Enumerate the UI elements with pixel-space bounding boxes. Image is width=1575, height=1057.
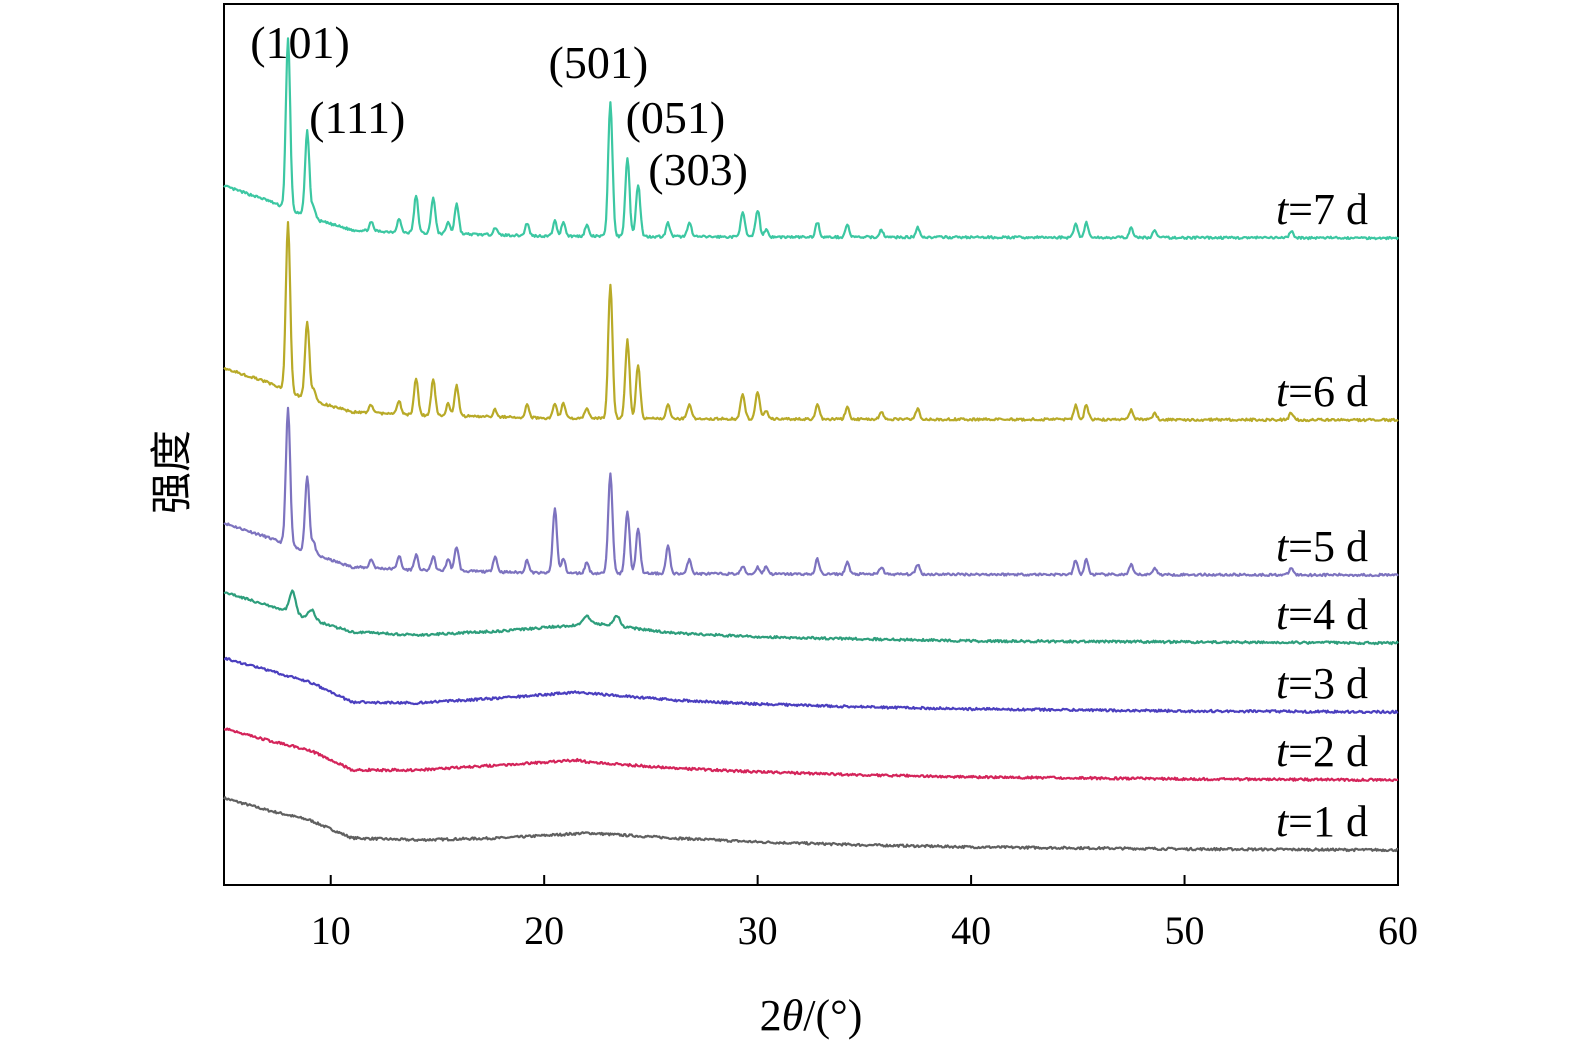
series-label-5: t=5 d xyxy=(1276,522,1368,571)
series-line-6 xyxy=(223,221,1399,423)
series-line-3 xyxy=(223,656,1399,715)
x-axis-title: 2θ/(°) xyxy=(760,991,863,1040)
series-line-4 xyxy=(223,589,1399,646)
series-label-6: t=6 d xyxy=(1276,367,1368,416)
series-label-2: t=2 d xyxy=(1276,727,1368,776)
peak-label: (101) xyxy=(250,17,350,68)
series-line-1 xyxy=(223,796,1399,853)
series-labels: t=1 d t=2 d t=3 d t=4 d t=5 d t=6 d t=7 d xyxy=(1276,185,1368,846)
series-label-7: t=7 d xyxy=(1276,185,1368,234)
y-axis-title: 强度 xyxy=(147,430,196,514)
series-line-7 xyxy=(223,37,1399,241)
peak-label: (051) xyxy=(626,92,726,143)
x-tick-label: 40 xyxy=(951,908,991,953)
x-tick-label: 60 xyxy=(1378,908,1418,953)
plot-frame xyxy=(223,3,1399,886)
series-line-2 xyxy=(223,727,1399,783)
series-line-5 xyxy=(223,406,1399,578)
peak-annotations: (101) (111) (501)(051)(303) xyxy=(250,17,748,195)
peak-label: (501) xyxy=(549,37,649,88)
series-label-1: t=1 d xyxy=(1276,797,1368,846)
x-axis-ticks: 10 20 30 40 50 60 xyxy=(311,875,1418,953)
series-label-4: t=4 d xyxy=(1276,590,1368,639)
peak-label: (303) xyxy=(648,144,748,195)
series-group xyxy=(223,37,1399,853)
peak-label: (111) xyxy=(309,92,405,143)
x-tick-label: 30 xyxy=(738,908,778,953)
x-tick-label: 20 xyxy=(524,908,564,953)
series-label-3: t=3 d xyxy=(1276,659,1368,708)
x-tick-label: 10 xyxy=(311,908,351,953)
x-tick-label: 50 xyxy=(1165,908,1205,953)
